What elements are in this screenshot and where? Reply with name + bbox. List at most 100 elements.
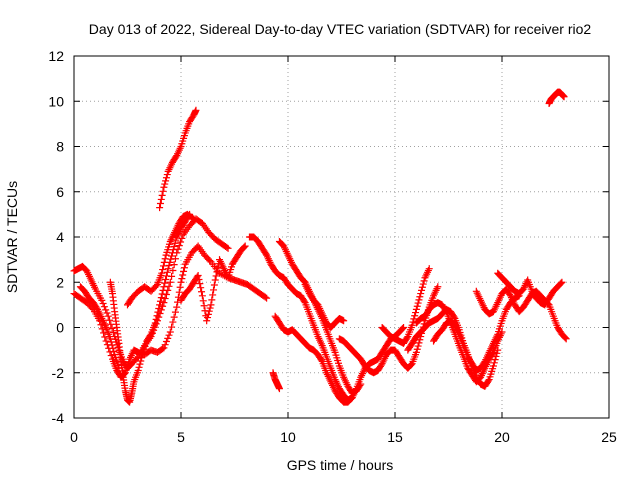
data-point (223, 243, 231, 251)
x-axis-label: GPS time / hours (287, 457, 394, 473)
data-point (156, 297, 164, 305)
data-point (134, 366, 142, 374)
data-point (168, 252, 176, 260)
data-point (115, 364, 123, 372)
data-point (178, 275, 186, 283)
data-point (108, 341, 116, 349)
data-point (159, 345, 167, 353)
data-point (168, 323, 176, 331)
data-point (340, 317, 348, 325)
data-point (317, 356, 325, 364)
data-point (207, 301, 215, 309)
data-point (176, 283, 184, 291)
data-point (209, 291, 217, 299)
data-point (180, 264, 188, 272)
x-tick-label: 25 (601, 429, 617, 445)
data-point (417, 290, 425, 298)
data-point (157, 195, 165, 203)
data-point (146, 332, 154, 340)
data-point (419, 280, 427, 288)
x-tick-label: 15 (387, 429, 403, 445)
data-point (416, 293, 424, 301)
data-point (180, 267, 188, 275)
data-point (135, 363, 143, 371)
data-point (102, 337, 110, 345)
data-point (173, 303, 181, 311)
data-point (177, 238, 185, 246)
data-point (412, 305, 420, 313)
data-point (161, 341, 169, 349)
data-point (136, 360, 144, 368)
y-tick-label: 0 (56, 320, 64, 336)
data-point (403, 334, 411, 342)
data-point (158, 269, 166, 277)
data-point (166, 278, 174, 286)
data-point (170, 313, 178, 321)
data-point (490, 359, 498, 367)
data-point (189, 214, 197, 222)
data-point (198, 288, 206, 296)
data-point (160, 299, 168, 307)
data-point (415, 296, 423, 304)
data-point (434, 283, 442, 291)
y-tick-label: 8 (56, 139, 64, 155)
data-point (110, 347, 118, 355)
data-point (211, 276, 219, 284)
y-ticks: -4 -2 0 2 4 6 8 10 12 (48, 48, 609, 426)
data-point (400, 324, 408, 331)
data-point (418, 283, 426, 291)
data-point (154, 308, 162, 316)
data-point (152, 315, 160, 323)
data-point (195, 276, 203, 284)
data-point (377, 361, 385, 369)
data-point (161, 295, 169, 303)
data-point (109, 344, 117, 352)
data-point (100, 329, 108, 337)
data-point (414, 342, 422, 350)
grid (74, 56, 609, 418)
data-point (106, 335, 114, 343)
data-point (224, 244, 232, 252)
data-point (171, 308, 179, 316)
data-point (166, 328, 174, 336)
data-point (159, 302, 167, 310)
data-point (161, 255, 169, 263)
data-point (177, 278, 185, 286)
data-point (178, 234, 186, 242)
data-point (200, 302, 208, 310)
data-point (561, 334, 569, 342)
data-point (163, 268, 171, 276)
data-point (196, 280, 204, 288)
data-point (93, 304, 101, 312)
data-point (300, 297, 308, 305)
data-point (558, 278, 566, 286)
y-tick-label: 4 (56, 229, 64, 245)
data-point (206, 257, 214, 265)
data-point (171, 239, 179, 247)
data-point (491, 356, 499, 364)
data-point (442, 306, 450, 314)
data-point (169, 266, 177, 274)
data-point (212, 272, 220, 280)
data-point (480, 359, 488, 367)
data-point (197, 284, 205, 292)
data-point (357, 380, 365, 388)
data-point (179, 271, 187, 279)
data-point (153, 312, 161, 320)
data-point (162, 177, 170, 185)
data-point (108, 324, 116, 332)
data-point (159, 262, 167, 270)
data-point (169, 318, 177, 326)
data-point (164, 265, 172, 273)
chart-title: Day 013 of 2022, Sidereal Day-to-day VTE… (89, 21, 592, 37)
data-point (198, 292, 206, 300)
data-point (263, 294, 271, 302)
data-point (208, 296, 216, 304)
data-point (100, 303, 108, 311)
data-point (192, 106, 200, 114)
data-point (107, 352, 115, 360)
data-point (204, 314, 212, 322)
data-point (158, 191, 166, 199)
data-point (415, 339, 423, 347)
data-point (190, 215, 198, 223)
